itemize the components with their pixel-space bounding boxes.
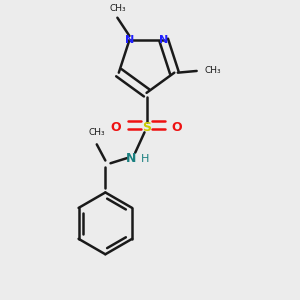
- Text: S: S: [142, 121, 151, 134]
- Text: N: N: [126, 152, 136, 165]
- Text: O: O: [172, 121, 182, 134]
- Text: CH₃: CH₃: [88, 128, 105, 137]
- Text: O: O: [111, 121, 121, 134]
- Text: N: N: [159, 35, 168, 45]
- Text: H: H: [141, 154, 150, 164]
- Text: N: N: [125, 35, 134, 45]
- Text: CH₃: CH₃: [205, 67, 221, 76]
- Text: CH₃: CH₃: [109, 4, 126, 13]
